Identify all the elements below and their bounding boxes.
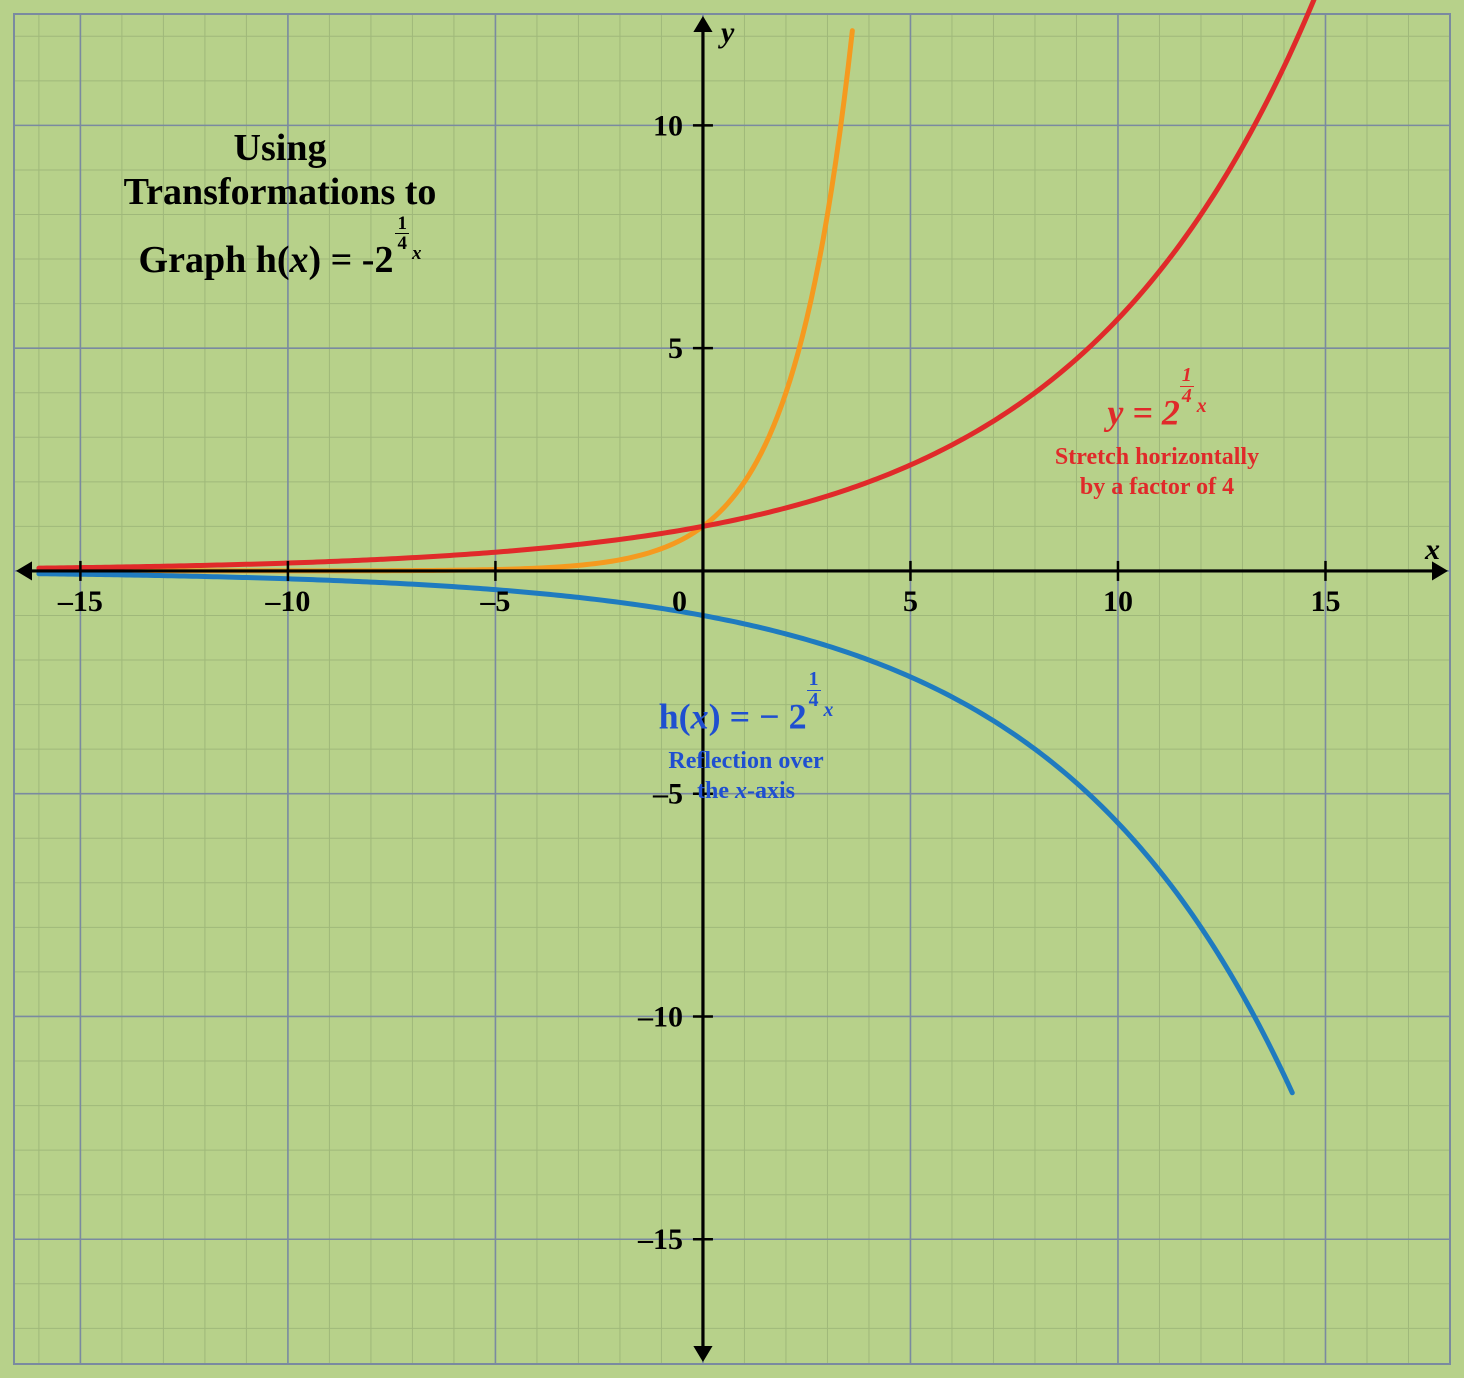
title-line-3: Graph h(x) = -214x <box>65 214 495 282</box>
x-tick-label: 15 <box>1310 585 1340 618</box>
x-tick-label: 5 <box>903 585 918 618</box>
annotation-red-curve: y = 214x Stretch horizontallyby a factor … <box>992 366 1322 502</box>
y-axis-label: y <box>718 16 735 49</box>
y-tick-label: –15 <box>637 1223 683 1256</box>
chart-title: UsingTransformations toGraph h(x) = -214… <box>65 126 495 282</box>
blue-sub-2: the x-axis <box>556 776 936 806</box>
x-axis-label: x <box>1424 533 1440 566</box>
blue-equation: h(x) = − 214x <box>556 670 936 740</box>
title-line-2: Transformations to <box>65 170 495 214</box>
y-tick-label: 10 <box>653 109 683 142</box>
x-tick-label: 0 <box>672 585 687 618</box>
annotation-blue-curve: h(x) = − 214x Reflection overthe x-axis <box>556 670 936 806</box>
red-sub-2: by a factor of 4 <box>992 472 1322 502</box>
blue-sub-1: Reflection over <box>556 746 936 776</box>
x-tick-label: –5 <box>479 585 510 618</box>
title-line-1: Using <box>65 126 495 170</box>
x-tick-label: –15 <box>57 585 103 618</box>
y-tick-label: –10 <box>637 1000 683 1033</box>
y-tick-label: 5 <box>668 332 683 365</box>
chart-container: –15–10–5051015–15–10–5510xy UsingTransfo… <box>0 0 1464 1378</box>
x-tick-label: –10 <box>264 585 310 618</box>
red-equation: y = 214x <box>992 366 1322 436</box>
red-sub-1: Stretch horizontally <box>992 442 1322 472</box>
x-tick-label: 10 <box>1103 585 1133 618</box>
